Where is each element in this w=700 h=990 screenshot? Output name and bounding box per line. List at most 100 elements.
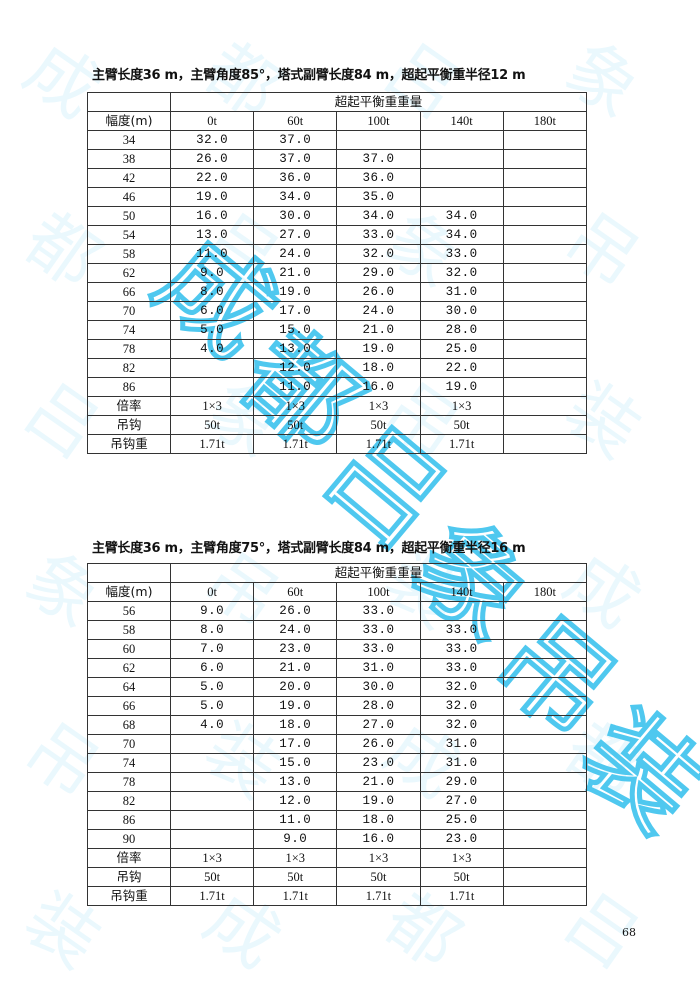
capacity-cell: 9.0: [169, 263, 255, 283]
capacity-cell: 28.0: [419, 320, 504, 340]
capacity-cell: 33.0: [419, 658, 504, 678]
capacity-cell: 11.0: [253, 377, 338, 397]
capacity-cell: 26.0: [336, 734, 421, 754]
capacity-cell: 5.0: [169, 677, 255, 697]
radius-cell: 86: [87, 377, 171, 397]
capacity-cell: [502, 734, 588, 754]
table-row: 70 17.0 26.0 31.0: [87, 734, 588, 754]
table-row: 66 8.0 19.0 26.0 31.0: [87, 282, 588, 302]
footer-cell: 50t: [169, 415, 255, 435]
capacity-cell: 23.0: [336, 753, 421, 773]
capacity-cell: [502, 301, 588, 321]
capacity-cell: 21.0: [253, 658, 338, 678]
corner-cell: [87, 92, 171, 112]
radius-cell: 66: [87, 696, 171, 716]
footer-cell: [502, 415, 588, 435]
radius-cell: 74: [87, 753, 171, 773]
capacity-cell: 17.0: [253, 301, 338, 321]
row-header: 幅度(m): [87, 111, 171, 131]
header-row-group: 超起平衡重重量: [87, 92, 587, 112]
footer-row: 倍率 1×3 1×3 1×3 1×3: [87, 396, 588, 416]
radius-cell: 90: [87, 829, 171, 849]
table-row: 42 22.0 36.0 36.0: [87, 168, 588, 188]
table-row: 78 13.0 21.0 29.0: [87, 772, 588, 792]
capacity-cell: [169, 810, 255, 830]
capacity-cell: 5.0: [169, 696, 255, 716]
capacity-cell: 29.0: [336, 263, 421, 283]
capacity-cell: 13.0: [253, 772, 338, 792]
radius-cell: 74: [87, 320, 171, 340]
capacity-cell: 16.0: [336, 829, 421, 849]
capacity-cell: [502, 696, 588, 716]
radius-cell: 46: [87, 187, 171, 207]
capacity-cell: 19.0: [253, 282, 338, 302]
capacity-cell: 18.0: [253, 715, 338, 735]
table-row: 82 12.0 18.0 22.0: [87, 358, 588, 378]
footer-row: 吊钩 50t 50t 50t 50t: [87, 867, 588, 887]
capacity-cell: 30.0: [419, 301, 504, 321]
capacity-cell: 5.0: [169, 320, 255, 340]
footer-cell: [502, 867, 588, 887]
capacity-cell: 18.0: [336, 358, 421, 378]
capacity-cell: [169, 358, 255, 378]
capacity-cell: 20.0: [253, 677, 338, 697]
capacity-cell: 33.0: [336, 639, 421, 659]
column-header: 60t: [253, 111, 338, 131]
footer-label: 吊钩重: [87, 886, 171, 906]
capacity-cell: [502, 677, 588, 697]
capacity-cell: [419, 187, 504, 207]
capacity-cell: [502, 282, 588, 302]
footer-row: 倍率 1×3 1×3 1×3 1×3: [87, 848, 588, 868]
footer-cell: 1.71t: [169, 886, 255, 906]
table-row: 82 12.0 19.0 27.0: [87, 791, 588, 811]
capacity-cell: [502, 639, 588, 659]
capacity-cell: 15.0: [253, 320, 338, 340]
capacity-cell: 30.0: [336, 677, 421, 697]
radius-cell: 42: [87, 168, 171, 188]
footer-cell: 1.71t: [169, 434, 255, 454]
header-row-columns: 幅度(m) 0t 60t 100t 140t 180t: [87, 111, 588, 131]
radius-cell: 58: [87, 244, 171, 264]
footer-cell: 50t: [253, 415, 338, 435]
table-row: 46 19.0 34.0 35.0: [87, 187, 588, 207]
table-row: 38 26.0 37.0 37.0: [87, 149, 588, 169]
capacity-cell: [502, 187, 588, 207]
radius-cell: 38: [87, 149, 171, 169]
capacity-cell: 25.0: [419, 810, 504, 830]
capacity-cell: 32.0: [169, 130, 255, 150]
capacity-cell: 16.0: [336, 377, 421, 397]
table-row: 60 7.0 23.0 33.0 33.0: [87, 639, 588, 659]
capacity-cell: [502, 225, 588, 245]
capacity-cell: 24.0: [336, 301, 421, 321]
capacity-cell: 33.0: [336, 601, 421, 621]
capacity-cell: 30.0: [253, 206, 338, 226]
capacity-cell: [169, 734, 255, 754]
capacity-cell: 25.0: [419, 339, 504, 359]
radius-cell: 82: [87, 358, 171, 378]
capacity-cell: 11.0: [253, 810, 338, 830]
capacity-cell: 32.0: [419, 696, 504, 716]
footer-cell: 1.71t: [419, 886, 504, 906]
footer-cell: 50t: [336, 415, 421, 435]
table-row: 62 9.0 21.0 29.0 32.0: [87, 263, 588, 283]
capacity-cell: [502, 358, 588, 378]
footer-row: 吊钩 50t 50t 50t 50t: [87, 415, 588, 435]
capacity-cell: 21.0: [253, 263, 338, 283]
capacity-cell: 27.0: [253, 225, 338, 245]
capacity-cell: 18.0: [336, 810, 421, 830]
column-header: 60t: [253, 582, 338, 602]
capacity-cell: 34.0: [253, 187, 338, 207]
radius-cell: 78: [87, 339, 171, 359]
capacity-cell: 8.0: [169, 620, 255, 640]
table-row: 58 11.0 24.0 32.0 33.0: [87, 244, 588, 264]
capacity-cell: 33.0: [419, 244, 504, 264]
capacity-cell: 26.0: [336, 282, 421, 302]
capacity-cell: [169, 829, 255, 849]
capacity-cell: 24.0: [253, 244, 338, 264]
capacity-cell: 19.0: [419, 377, 504, 397]
radius-cell: 64: [87, 677, 171, 697]
radius-cell: 78: [87, 772, 171, 792]
capacity-cell: [419, 149, 504, 169]
capacity-cell: 37.0: [336, 149, 421, 169]
footer-cell: 1.71t: [253, 434, 338, 454]
